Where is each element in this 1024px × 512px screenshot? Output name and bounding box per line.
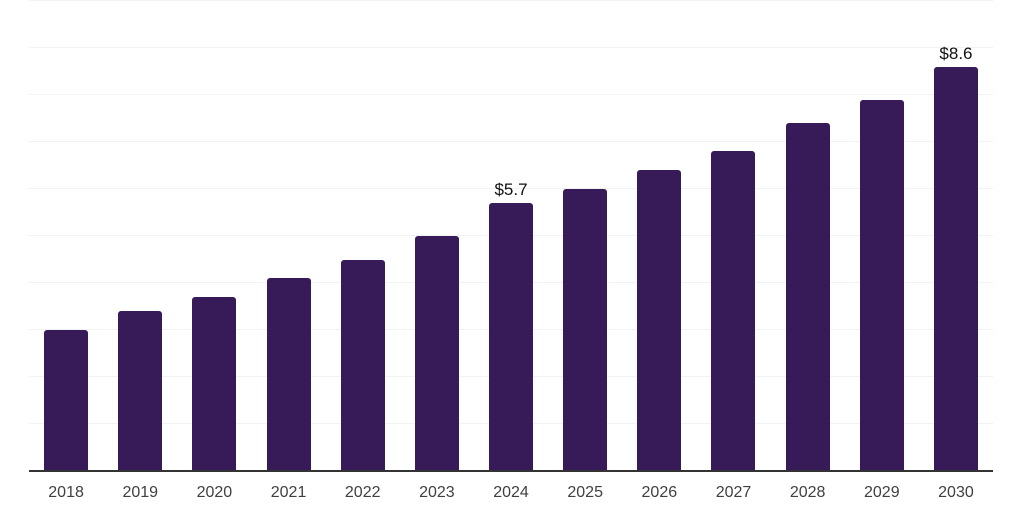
bar-value-label: $5.7 bbox=[494, 180, 528, 200]
x-tick-label: 2018 bbox=[48, 484, 84, 501]
bars: $5.7 $8.6 bbox=[29, 1, 993, 471]
x-tick-label: 2027 bbox=[715, 484, 752, 501]
bar-2019 bbox=[118, 311, 163, 471]
bar-slot bbox=[177, 1, 251, 471]
bar-2023 bbox=[414, 236, 459, 471]
bar-2020 bbox=[192, 297, 237, 471]
bar-value-label: $8.6 bbox=[939, 43, 973, 63]
x-tick-label: 2019 bbox=[122, 484, 159, 501]
gridline bbox=[29, 188, 993, 189]
gridline bbox=[29, 141, 993, 142]
bar-slot bbox=[103, 1, 177, 471]
x-tick-label: 2023 bbox=[419, 484, 455, 501]
x-tick-label: 2025 bbox=[567, 484, 603, 501]
gridline bbox=[29, 47, 993, 48]
x-tick-label: 2029 bbox=[864, 484, 900, 501]
bar-2024 bbox=[489, 203, 534, 471]
bar-2018 bbox=[44, 330, 89, 471]
bar-2025 bbox=[563, 189, 608, 471]
bar-2029 bbox=[859, 99, 904, 471]
bar-slot bbox=[400, 1, 474, 471]
x-tick-label: 2021 bbox=[270, 484, 307, 501]
bar-slot bbox=[326, 1, 400, 471]
bar-slot bbox=[622, 1, 696, 471]
bar-2030 bbox=[933, 66, 978, 471]
bar-slot bbox=[29, 1, 103, 471]
x-tick-label: 2022 bbox=[344, 484, 381, 501]
x-tick-label: 2026 bbox=[641, 484, 678, 501]
bar-slot bbox=[251, 1, 325, 471]
bar-slot bbox=[845, 1, 919, 471]
plot-area: $5.7 $8.6 bbox=[29, 0, 993, 472]
bar-2028 bbox=[785, 123, 830, 471]
x-tick-label: 2028 bbox=[789, 484, 826, 501]
gridline bbox=[29, 94, 993, 95]
bar-slot bbox=[696, 1, 770, 471]
bar-slot: $5.7 bbox=[474, 1, 548, 471]
bar-2027 bbox=[711, 151, 756, 471]
x-tick-label: 2024 bbox=[493, 484, 529, 501]
bar-2021 bbox=[266, 278, 311, 471]
x-axis-labels: 2018 2019 2020 2021 2022 2023 2024 2025 2026 2027… bbox=[29, 484, 993, 502]
bar-slot: $8.6 bbox=[919, 1, 993, 471]
gridline bbox=[29, 0, 993, 1]
bar-2026 bbox=[637, 170, 682, 471]
x-tick-label: 2030 bbox=[938, 484, 974, 501]
bar-slot bbox=[548, 1, 622, 471]
bar-2022 bbox=[340, 259, 385, 471]
x-axis-line bbox=[29, 470, 993, 472]
bar-slot bbox=[771, 1, 845, 471]
x-tick-label: 2020 bbox=[196, 484, 233, 501]
